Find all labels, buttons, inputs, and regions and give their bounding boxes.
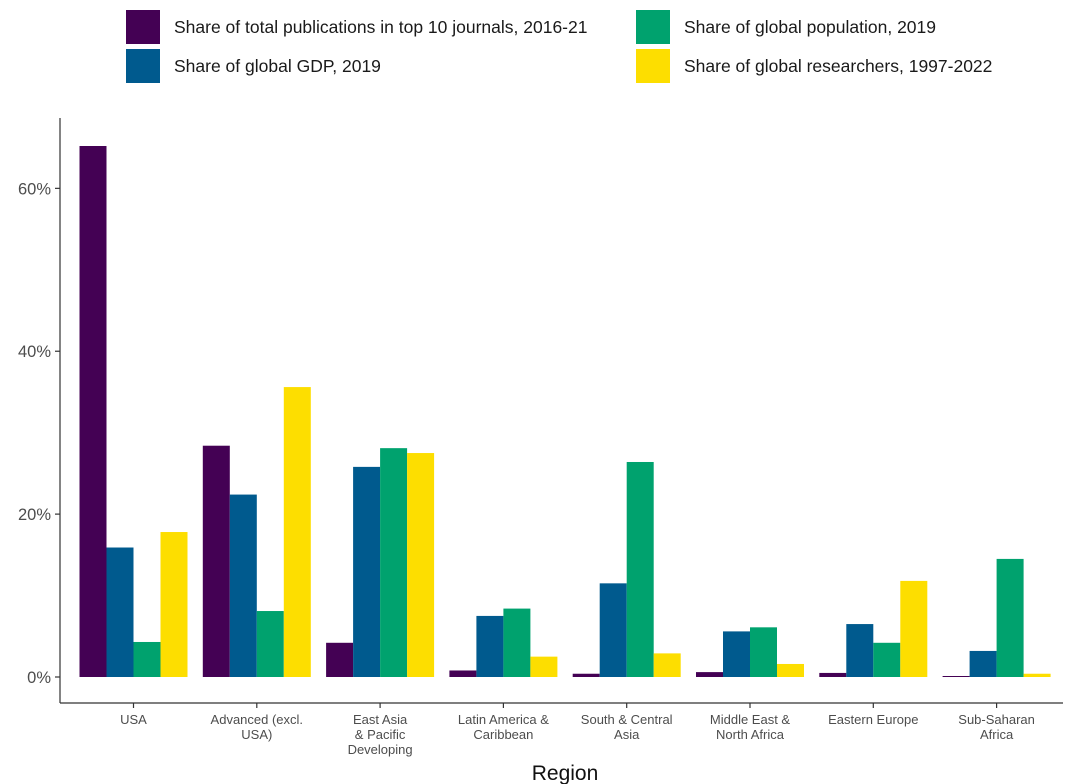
bar-s2-c3 (503, 608, 531, 677)
bar-s3-c4 (653, 653, 681, 677)
bar-s3-c1 (283, 387, 311, 677)
bar-s2-c0 (133, 641, 161, 677)
legend-swatch-gdp (126, 49, 160, 83)
axes-group: 0% 20% 40% 60% USA Advanced (excl. USA) East As… (18, 118, 1063, 757)
legend-item-researchers: Share of global researchers, 1997-2022 (636, 48, 992, 84)
y-tick-label: 20% (18, 506, 51, 524)
x-tick-label: East Asia & Pacific Developing (348, 712, 413, 757)
y-tick-label: 40% (18, 343, 51, 361)
legend-item-gdp: Share of global GDP, 2019 (126, 48, 381, 84)
bar-s3-c0 (160, 532, 188, 677)
legend-label-population: Share of global population, 2019 (684, 16, 937, 37)
y-tick-label: 0% (27, 669, 51, 687)
legend-swatch-population (636, 10, 670, 44)
bar-s0-c6 (819, 672, 847, 677)
x-tick-label-line: East Asia (353, 712, 408, 727)
x-axis-title: Region (532, 762, 599, 784)
x-tick-label: Latin America & Caribbean (458, 712, 549, 742)
bar-s3-c5 (777, 663, 804, 677)
bar-s0-c1 (202, 445, 230, 677)
x-tick-label-line: Sub-Saharan (958, 712, 1035, 727)
bars-group (79, 146, 1051, 677)
bar-s1-c4 (599, 583, 627, 677)
bar-s3-c2 (407, 453, 435, 677)
bar-s0-c3 (449, 670, 477, 677)
x-tick-label-line: Asia (614, 727, 640, 742)
x-tick-label-line: Advanced (excl. (211, 712, 304, 727)
bar-s1-c7 (969, 650, 997, 677)
bar-s1-c6 (846, 624, 874, 677)
y-tick-label: 60% (18, 180, 51, 198)
x-tick-label: Advanced (excl. USA) (211, 712, 304, 742)
legend-label-gdp: Share of global GDP, 2019 (174, 55, 381, 76)
x-tick-label-line: Developing (348, 742, 413, 757)
bar-s2-c2 (380, 448, 408, 677)
bar-s2-c6 (873, 642, 901, 677)
bar-s1-c2 (353, 466, 381, 677)
x-tick-label: South & Central Asia (581, 712, 673, 742)
x-tick-label-line: USA) (241, 727, 272, 742)
bar-s0-c2 (326, 642, 354, 677)
x-tick-label-line: USA (120, 712, 147, 727)
x-tick-label: Eastern Europe (828, 712, 918, 727)
x-tick-label-line: Middle East & (710, 712, 791, 727)
x-tick-label-line: North Africa (716, 727, 785, 742)
bar-s1-c3 (476, 615, 504, 677)
legend-item-population: Share of global population, 2019 (636, 9, 936, 45)
x-tick-label-line: Caribbean (473, 727, 533, 742)
x-tick-label: Middle East & North Africa (710, 712, 791, 742)
x-tick-label-line: South & Central (581, 712, 673, 727)
legend-label-researchers: Share of global researchers, 1997-2022 (684, 55, 993, 76)
bar-s1-c1 (229, 494, 257, 677)
bar-s3-c3 (530, 656, 558, 677)
x-tick-label: Sub-Saharan Africa (958, 712, 1035, 742)
bar-s2-c7 (996, 558, 1024, 677)
bar-s3-c6 (900, 580, 928, 677)
bar-s0-c5 (696, 672, 723, 677)
x-tick-label: USA (120, 712, 147, 727)
bar-s0-c4 (572, 673, 600, 677)
bar-s3-c7 (1023, 673, 1051, 677)
legend-label-publications: Share of total publications in top 10 jo… (174, 16, 588, 37)
bar-s0-c0 (79, 146, 107, 677)
bar-s1-c0 (106, 547, 134, 677)
x-tick-label-line: Africa (980, 727, 1014, 742)
legend-swatch-publications (126, 10, 160, 44)
bar-s2-c4 (626, 461, 654, 677)
legend-item-publications: Share of total publications in top 10 jo… (126, 9, 587, 45)
bar-s2-c1 (256, 611, 284, 677)
legend: Share of total publications in top 10 jo… (0, 0, 1065, 90)
x-tick-label-line: Latin America & (458, 712, 549, 727)
x-tick-label-line: Eastern Europe (828, 712, 918, 727)
x-tick-label-line: & Pacific (355, 727, 406, 742)
legend-swatch-researchers (636, 49, 670, 83)
bar-s0-c7 (942, 676, 970, 677)
bar-s2-c5 (750, 627, 777, 677)
bar-s1-c5 (723, 631, 750, 677)
